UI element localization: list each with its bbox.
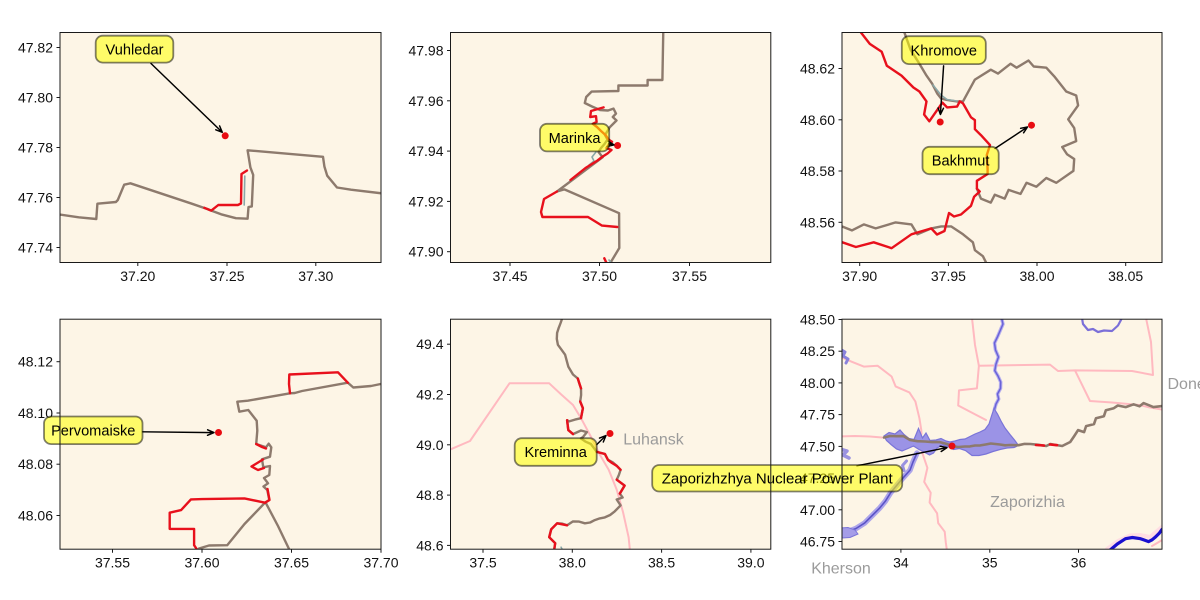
svg-text:38.5: 38.5 — [648, 555, 675, 571]
svg-text:48.08: 48.08 — [18, 456, 53, 472]
svg-text:36: 36 — [1071, 555, 1087, 571]
svg-text:37.70: 37.70 — [363, 555, 398, 571]
svg-text:Marinka: Marinka — [549, 131, 602, 147]
svg-text:Luhansk: Luhansk — [623, 432, 684, 449]
svg-text:47.78: 47.78 — [18, 140, 53, 156]
svg-text:48.58: 48.58 — [800, 163, 835, 179]
svg-text:Pervomaiske: Pervomaiske — [51, 424, 135, 440]
svg-text:48.8: 48.8 — [416, 487, 443, 503]
svg-text:34: 34 — [893, 555, 909, 571]
svg-text:47.80: 47.80 — [18, 90, 53, 106]
svg-text:47.74: 47.74 — [18, 240, 53, 256]
svg-text:37.90: 37.90 — [842, 268, 877, 284]
svg-text:Zaporizhzhya Nuclear Power Pla: Zaporizhzhya Nuclear Power Plant — [662, 470, 894, 487]
svg-text:37.55: 37.55 — [95, 555, 130, 571]
svg-text:37.55: 37.55 — [672, 268, 707, 284]
svg-text:35: 35 — [982, 555, 998, 571]
svg-text:Kreminna: Kreminna — [524, 445, 587, 461]
svg-text:39.0: 39.0 — [737, 555, 764, 571]
svg-text:37.25: 37.25 — [209, 268, 244, 284]
svg-text:Khromove: Khromove — [911, 43, 978, 59]
svg-text:47.00: 47.00 — [800, 502, 835, 518]
svg-text:48.6: 48.6 — [416, 537, 443, 553]
svg-text:37.50: 37.50 — [582, 268, 617, 284]
svg-text:48.06: 48.06 — [18, 508, 53, 524]
svg-text:Kherson: Kherson — [811, 561, 871, 578]
svg-text:Bakhmut: Bakhmut — [932, 154, 990, 170]
svg-text:48.10: 48.10 — [18, 405, 53, 421]
svg-text:47.92: 47.92 — [408, 193, 443, 209]
svg-text:48.50: 48.50 — [800, 312, 835, 328]
svg-text:Vuhledar: Vuhledar — [106, 42, 164, 58]
svg-text:47.94: 47.94 — [408, 143, 443, 159]
svg-text:37.20: 37.20 — [120, 268, 155, 284]
svg-text:38.00: 38.00 — [1019, 268, 1054, 284]
svg-text:49.4: 49.4 — [416, 336, 443, 352]
svg-text:48.60: 48.60 — [800, 112, 835, 128]
svg-text:49.0: 49.0 — [416, 437, 443, 453]
svg-text:37.30: 37.30 — [298, 268, 333, 284]
svg-text:48.00: 48.00 — [800, 375, 835, 391]
svg-text:47.75: 47.75 — [800, 407, 835, 423]
svg-text:Donetsk: Donetsk — [1168, 376, 1200, 393]
svg-text:49.2: 49.2 — [416, 387, 443, 403]
svg-text:47.90: 47.90 — [408, 244, 443, 260]
svg-text:47.50: 47.50 — [800, 438, 835, 454]
svg-text:47.76: 47.76 — [18, 190, 53, 206]
svg-text:37.45: 37.45 — [492, 268, 527, 284]
svg-text:37.5: 37.5 — [469, 555, 496, 571]
svg-text:47.98: 47.98 — [408, 43, 443, 59]
svg-text:Zaporizhia: Zaporizhia — [990, 494, 1065, 511]
svg-text:48.25: 48.25 — [800, 343, 835, 359]
svg-text:38.0: 38.0 — [559, 555, 586, 571]
svg-text:37.95: 37.95 — [931, 268, 966, 284]
svg-text:48.12: 48.12 — [18, 354, 53, 370]
svg-text:47.96: 47.96 — [408, 93, 443, 109]
svg-text:37.60: 37.60 — [184, 555, 219, 571]
svg-text:48.56: 48.56 — [800, 214, 835, 230]
svg-text:37.65: 37.65 — [274, 555, 309, 571]
svg-text:47.82: 47.82 — [18, 40, 53, 56]
svg-text:48.62: 48.62 — [800, 61, 835, 77]
svg-text:46.75: 46.75 — [800, 534, 835, 550]
svg-text:38.05: 38.05 — [1108, 268, 1143, 284]
